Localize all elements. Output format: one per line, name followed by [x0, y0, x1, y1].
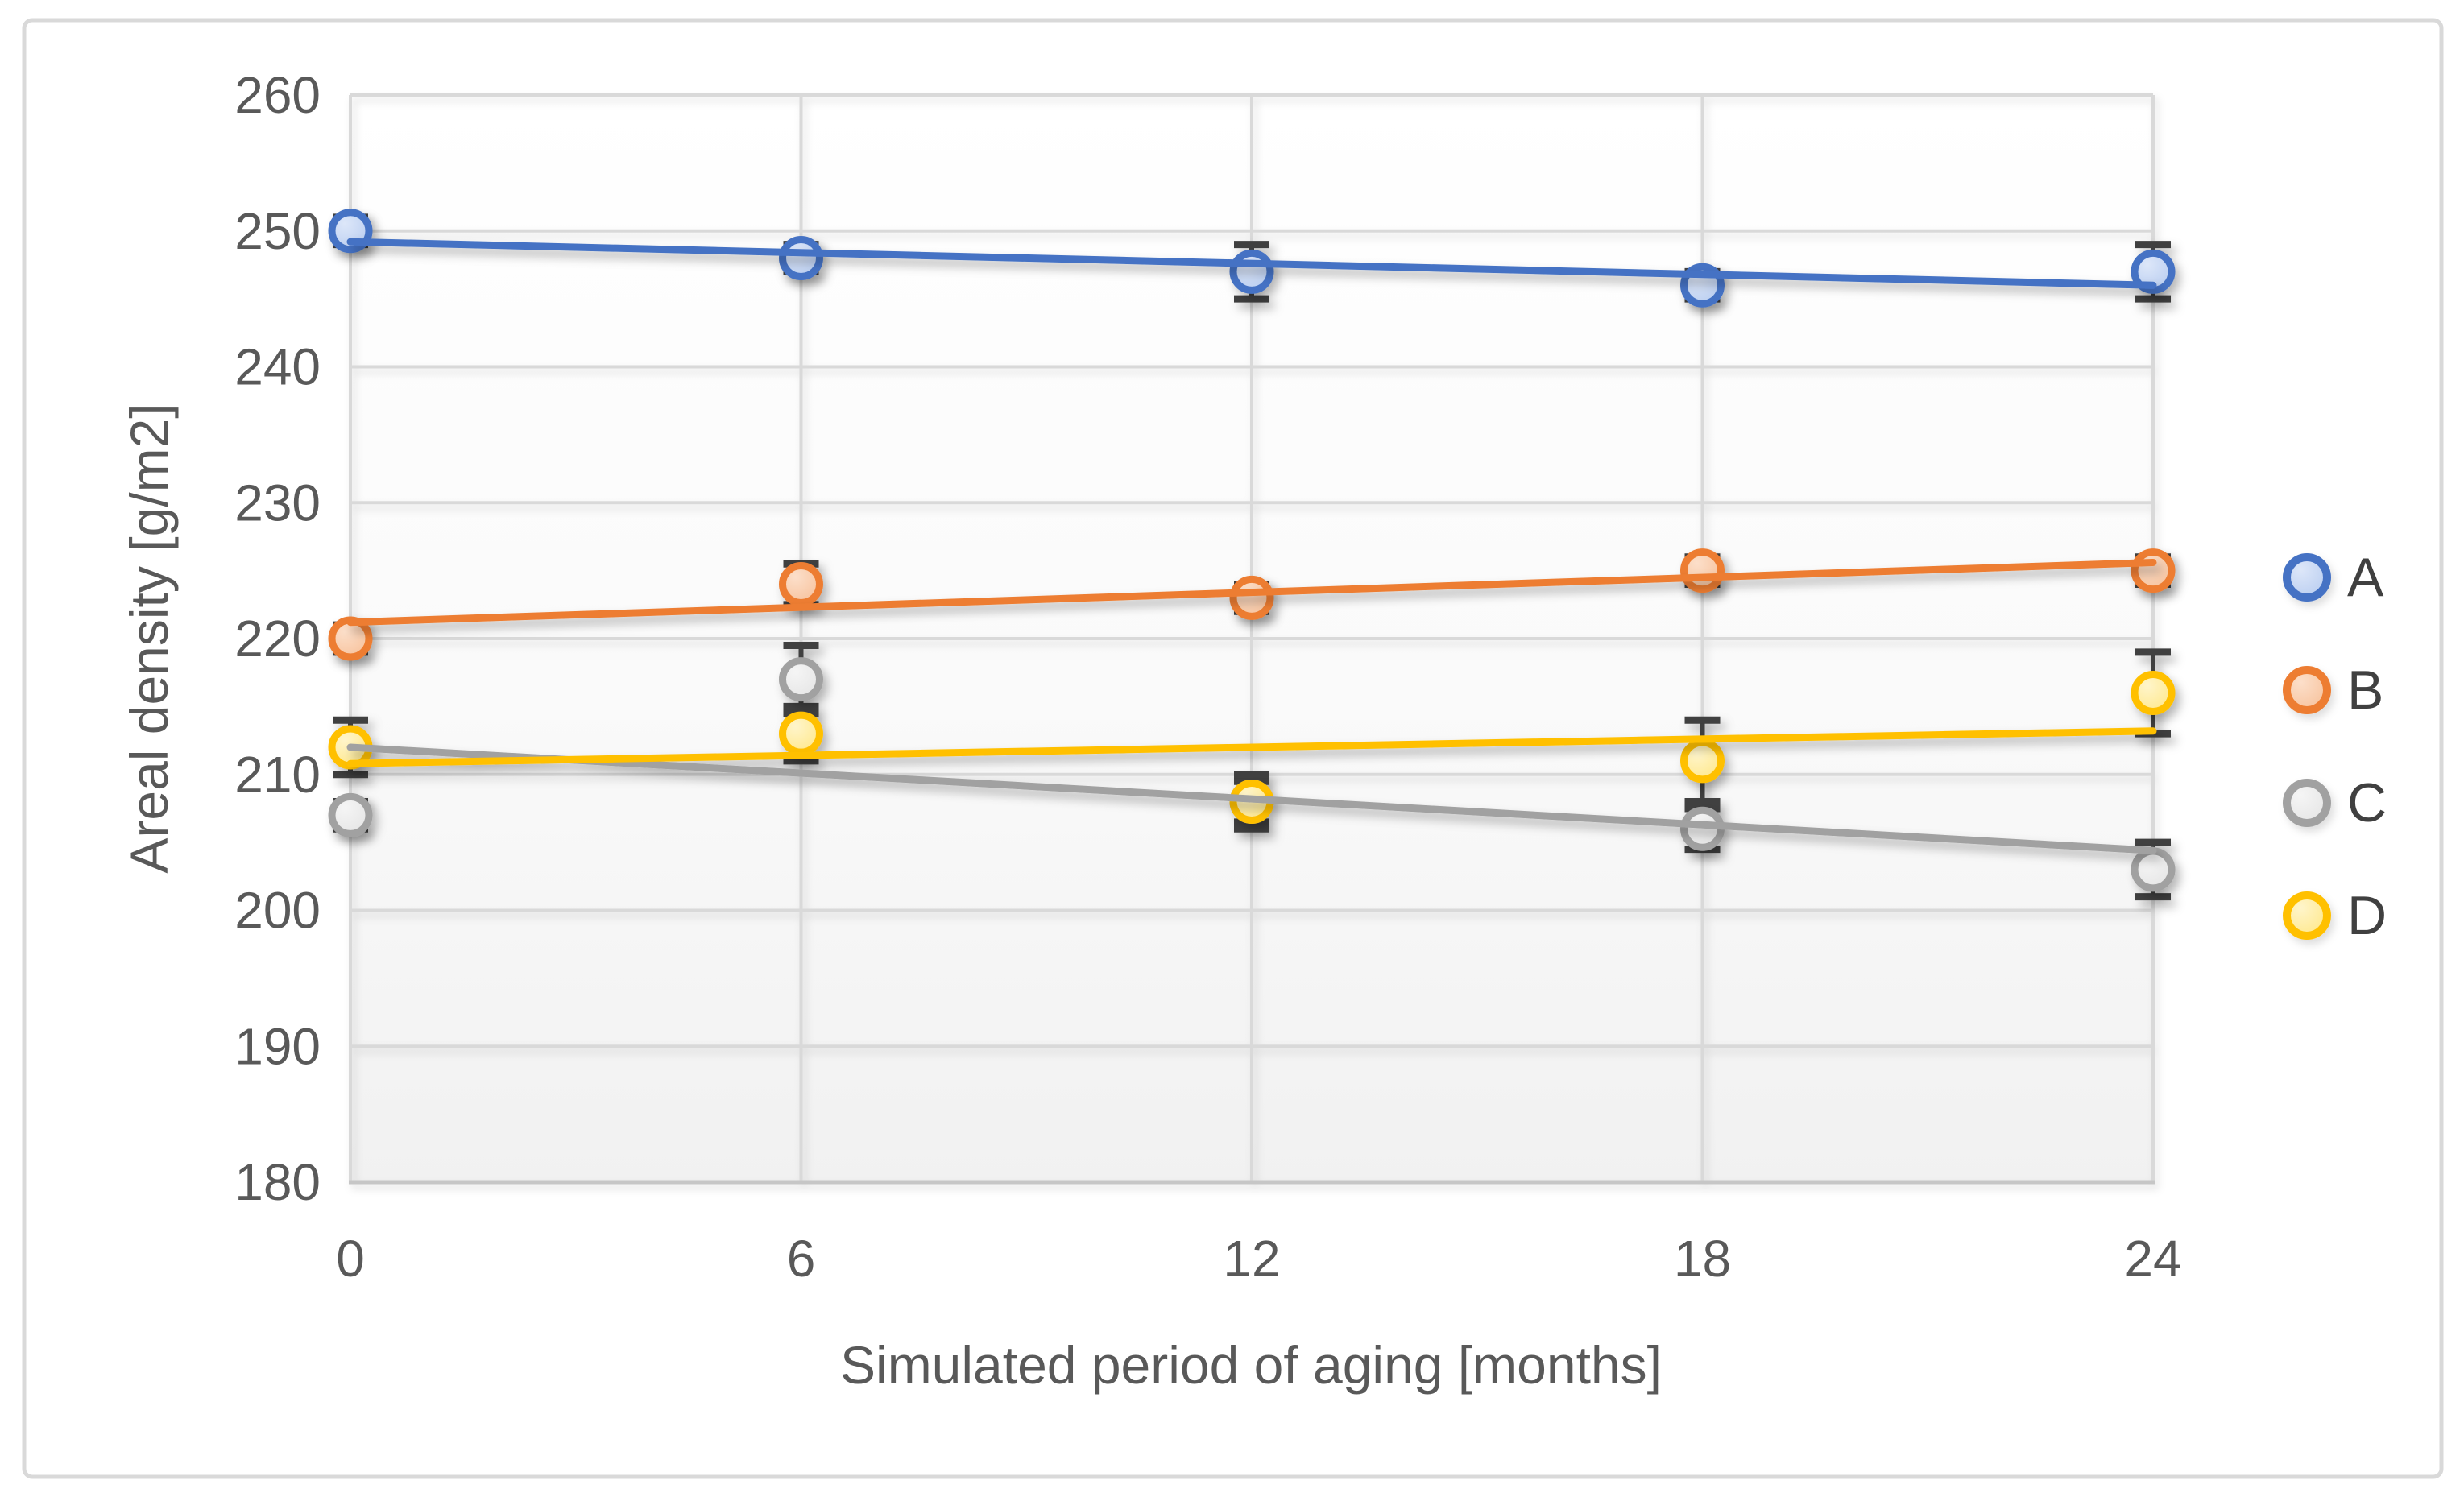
trendline-D — [346, 727, 2157, 767]
trendline-A — [346, 238, 2157, 289]
axis-tick-labels: 180 190 200 210 220 230 240 250 260 0 6 12 18 24 — [234, 66, 2181, 1288]
data-point-C-0 — [328, 792, 373, 837]
y-tick-label-240: 240 — [234, 338, 321, 396]
data-point-C-6 — [779, 657, 823, 702]
legend-marker-A — [2283, 553, 2331, 602]
data-point-D-24 — [2131, 671, 2176, 715]
legend-entry-D: D — [2283, 885, 2387, 946]
y-tick-label-200: 200 — [234, 882, 321, 940]
y-tick-label-220: 220 — [234, 610, 321, 668]
legend-entry-C: C — [2283, 772, 2387, 833]
legend-label-C: C — [2347, 772, 2387, 833]
trendlines — [346, 238, 2157, 854]
data-point-D-6 — [779, 711, 823, 756]
figure-border — [22, 18, 2444, 1479]
trendline-C — [346, 743, 2157, 854]
legend-label-D: D — [2347, 885, 2387, 946]
x-tick-label-6: 6 — [787, 1230, 816, 1288]
legend-entry-B: B — [2283, 660, 2383, 721]
trendline-B — [346, 559, 2157, 627]
legend-marker-D — [2283, 891, 2331, 940]
y-tick-label-260: 260 — [234, 66, 321, 124]
data-point-A-12 — [1229, 249, 1274, 294]
x-tick-label-24: 24 — [2124, 1230, 2181, 1288]
data-point-A-6 — [779, 236, 823, 280]
data-point-B-18 — [1680, 548, 1725, 593]
y-tick-label-210: 210 — [234, 746, 321, 804]
y-tick-label-180: 180 — [234, 1153, 321, 1211]
legend-label-B: B — [2347, 660, 2383, 721]
gridlines — [349, 93, 2155, 1185]
y-tick-label-250: 250 — [234, 202, 321, 260]
legend-marker-B — [2283, 666, 2331, 714]
y-tick-label-190: 190 — [234, 1017, 321, 1075]
data-point-B-6 — [779, 562, 823, 606]
x-tick-label-0: 0 — [336, 1230, 365, 1288]
legend-label-A: A — [2347, 547, 2384, 608]
legend-entry-A: A — [2283, 547, 2384, 608]
data-point-A-24 — [2131, 249, 2176, 294]
x-tick-label-18: 18 — [1674, 1230, 1731, 1288]
y-axis-title: Areal density [g/m2] — [119, 403, 179, 873]
x-tick-label-12: 12 — [1223, 1230, 1280, 1288]
data-point-D-18 — [1680, 738, 1725, 784]
legend-marker-C — [2283, 779, 2331, 827]
data-point-B-24 — [2131, 548, 2176, 593]
data-point-C-24 — [2131, 847, 2176, 892]
y-tick-label-230: 230 — [234, 473, 321, 531]
data-point-B-12 — [1229, 575, 1274, 620]
x-axis-title: Simulated period of aging [months] — [840, 1335, 1662, 1395]
